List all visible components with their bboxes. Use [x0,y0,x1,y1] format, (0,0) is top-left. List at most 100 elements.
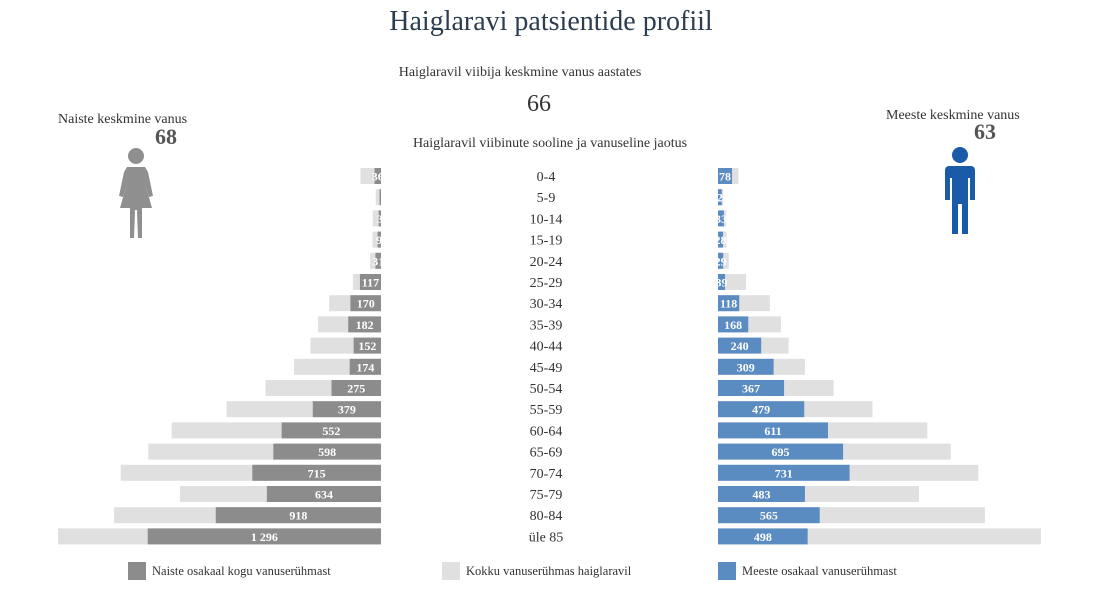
men-bar [718,295,740,312]
men-bar [718,337,762,354]
men-bar [718,507,820,524]
women-bar [350,295,381,312]
men-bar [718,486,805,502]
women-bar [379,189,381,206]
men-bar [718,316,749,333]
age-group-label: 20-24 [530,255,563,270]
women-bar [348,316,381,333]
men-value-label: 168 [724,318,742,332]
age-group-label: 45-49 [530,361,563,376]
men-avg-label: Meeste keskmine vanus [886,108,1020,123]
women-bar [215,507,381,524]
men-value-label: 479 [752,403,770,417]
men-bar [718,168,733,184]
men-value-label: 309 [737,360,755,374]
women-value-label: 174 [356,360,374,374]
legend-total-label: Kokku vanuserühmas haiglaravil [466,563,632,578]
legend-women: Naiste osakaal kogu vanuserühmast [128,562,331,580]
women-bar [331,380,381,396]
men-bar [718,210,724,227]
men-bar [718,380,785,396]
age-group-label: 65-69 [530,446,563,461]
men-value-label: 2 [717,191,723,205]
women-bar [252,464,381,481]
total-bar-left [372,210,381,227]
age-group-label: 0-4 [537,170,556,185]
men-value-label: 483 [752,488,770,502]
age-group-label: 75-79 [530,488,563,503]
age-group-label: 30-34 [530,297,563,312]
men-bar [718,443,844,460]
women-value-label: 634 [315,488,333,502]
men-bar [718,464,850,481]
age-group-label: 55-59 [530,403,563,418]
age-group-label: 10-14 [530,212,563,227]
women-bar [378,210,381,227]
men-value-label: 367 [742,382,760,396]
women-bar [374,168,381,184]
total-bar-right [718,252,729,269]
women-value-label: 598 [318,445,336,459]
age-group-label: 5-9 [537,191,556,206]
legend-women-swatch [128,562,146,580]
men-value-label: 240 [731,339,749,353]
women-value-label: 3 [377,212,383,226]
men-bar [718,422,828,439]
women-bar [377,231,381,248]
women-value-label: 715 [308,466,326,480]
women-value-label: 170 [357,297,375,311]
men-bar [718,189,722,206]
avg-age-value: 66 [527,91,551,117]
men-bar [718,401,805,418]
women-bar [312,401,381,418]
women-value-label: 918 [289,509,307,523]
women-value-label: 379 [338,403,356,417]
women-bar [273,443,381,460]
men-value-label: 565 [760,509,778,523]
age-group-label: 60-64 [530,424,563,439]
women-bar [349,358,381,375]
legend-men-swatch [718,562,736,580]
age-group-label: üle 85 [529,530,564,545]
women-bar [281,422,381,439]
men-bar [718,252,724,269]
women-value-label: 117 [362,276,379,290]
age-group-label: 40-44 [530,340,563,355]
men-value-label: 118 [720,297,737,311]
women-avg-value: 68 [155,124,177,149]
women-bar [359,274,381,290]
men-avg-value: 63 [974,119,996,144]
men-value-label: 78 [719,170,731,184]
legend-total-swatch [442,562,460,580]
women-bar [353,337,381,354]
men-value-label: 39 [716,276,728,290]
total-bar-left [375,189,381,206]
total-bar-left [372,231,381,248]
women-value-label: 9 [376,233,382,247]
men-value-label: 29 [715,254,727,268]
women-value-label: 36 [372,170,384,184]
women-value-label: 275 [347,382,365,396]
women-value-label: 552 [322,424,340,438]
men-bar [718,231,724,248]
women-bar [147,528,381,545]
age-group-label: 25-29 [530,276,563,291]
men-value-label: 28 [715,233,727,247]
men-value-label: 731 [775,466,793,480]
woman-icon [119,148,153,238]
men-value-label: 611 [764,424,781,438]
women-value-label: 1 296 [251,530,278,544]
men-value-label: 695 [772,445,790,459]
women-value-label: 152 [358,339,376,353]
legend-total: Kokku vanuserühmas haiglaravil [442,562,631,580]
men-bar [718,528,808,545]
man-icon [945,147,975,234]
distribution-title: Haiglaravil viibinute sooline ja vanusel… [412,136,688,151]
age-group-label: 35-39 [530,318,563,333]
age-group-label: 70-74 [530,467,563,482]
men-bar [718,358,774,375]
legend-men: Meeste osakaal vanuserühmast [718,562,897,580]
women-bar [266,486,381,502]
